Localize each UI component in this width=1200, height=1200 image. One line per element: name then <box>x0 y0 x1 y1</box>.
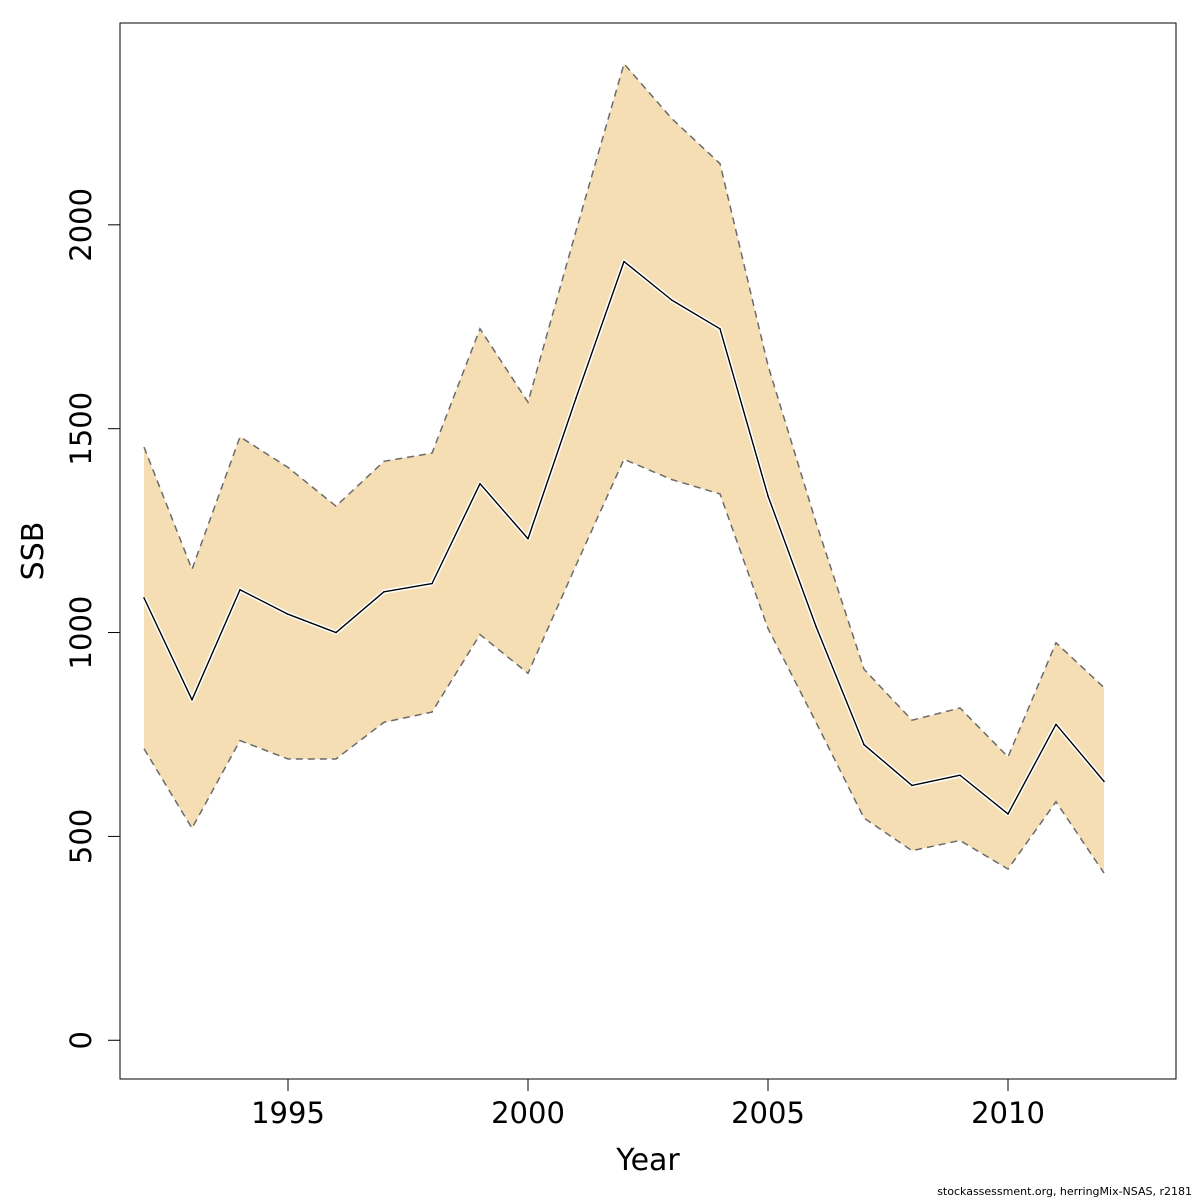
data-point <box>1007 813 1009 815</box>
data-point <box>527 537 529 540</box>
data-point <box>671 299 673 302</box>
data-point <box>383 590 385 593</box>
data-point <box>911 784 913 787</box>
x-axis-title: Year <box>615 1143 680 1178</box>
data-point <box>1103 780 1105 783</box>
data-point <box>431 582 433 585</box>
band-lower-line <box>143 458 1105 874</box>
x-tick-label: 2000 <box>491 1096 565 1130</box>
data-point <box>719 327 721 330</box>
data-point <box>479 482 481 485</box>
y-tick-label: 1000 <box>64 596 98 670</box>
y-axis: 0 500 1000 1500 2000 <box>64 188 121 1049</box>
series-line-layer <box>141 259 1106 817</box>
y-tick-label: 500 <box>64 809 98 864</box>
data-point <box>959 774 961 777</box>
x-tick-label: 1995 <box>251 1096 325 1130</box>
x-tick-label: 2010 <box>971 1096 1045 1130</box>
confidence-band-layer <box>143 62 1105 874</box>
data-point <box>335 631 337 634</box>
y-tick-label: 1500 <box>64 392 98 466</box>
data-point <box>1055 723 1057 726</box>
x-tick-label: 2005 <box>731 1096 805 1130</box>
footer-note: stockassessment.org, herringMix-NSAS, r2… <box>937 1185 1192 1198</box>
data-point <box>815 625 817 628</box>
data-point <box>575 397 577 399</box>
band-upper-line <box>143 62 1105 759</box>
confidence-band <box>144 63 1104 874</box>
x-axis: 1995 2000 2005 2010 <box>251 1078 1045 1130</box>
data-point <box>287 613 289 615</box>
y-tick-label: 0 <box>64 1031 98 1049</box>
data-point <box>863 743 865 746</box>
y-axis-title: SSB <box>16 522 51 581</box>
data-point <box>191 699 193 701</box>
data-point <box>239 588 241 591</box>
data-point <box>623 260 625 263</box>
y-tick-label: 2000 <box>64 188 98 262</box>
data-point <box>767 495 769 497</box>
data-point <box>143 597 145 599</box>
